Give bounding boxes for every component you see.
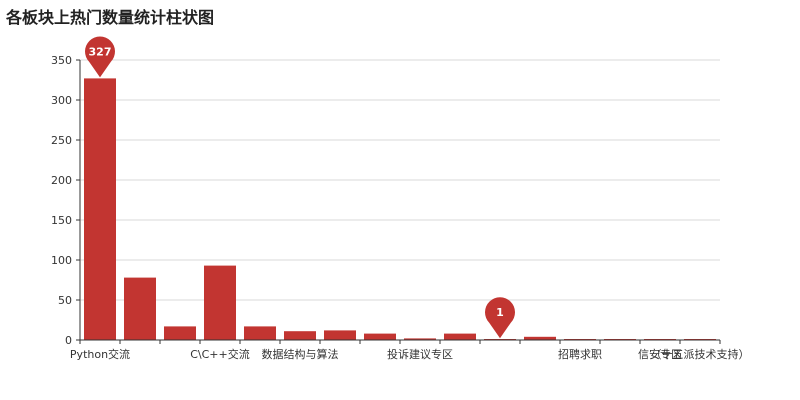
bar-layer bbox=[84, 78, 716, 341]
bar bbox=[84, 78, 116, 341]
bar bbox=[524, 336, 556, 340]
bar bbox=[324, 330, 356, 340]
y-tick-label: 250 bbox=[51, 134, 72, 147]
bar bbox=[284, 331, 316, 340]
x-tick-label: （十五派技术支持） bbox=[651, 347, 750, 361]
x-tick-label: 招聘求职 bbox=[558, 347, 602, 361]
y-tick-label: 50 bbox=[58, 294, 72, 307]
bar bbox=[164, 326, 196, 340]
bar bbox=[244, 326, 276, 340]
bar bbox=[404, 338, 436, 340]
markpoint-label: 327 bbox=[89, 45, 112, 58]
x-tick-label: 信安专区 bbox=[638, 347, 682, 361]
markpoint-pin bbox=[485, 297, 515, 339]
y-tick-label: 200 bbox=[51, 174, 72, 187]
markpoint-layer: 327 1 bbox=[85, 36, 515, 339]
grid-layer bbox=[80, 59, 720, 301]
bar bbox=[204, 265, 236, 340]
chart-title: 各板块上热门数量统计柱状图 bbox=[6, 8, 215, 27]
y-tick-label: 350 bbox=[51, 54, 72, 67]
bar bbox=[364, 333, 396, 340]
x-tick-label: 投诉建议专区 bbox=[387, 347, 453, 361]
axis-layer: 0 50 100 150 200 250 300 350 Python交流 C\C++交流 数据结构… bbox=[51, 54, 750, 361]
bar bbox=[124, 277, 156, 340]
bar bbox=[444, 333, 476, 340]
markpoint-pin bbox=[85, 36, 116, 78]
x-tick-label: C\C++交流 bbox=[190, 347, 250, 361]
markpoint-label: 1 bbox=[496, 306, 504, 319]
x-tick-label: Python交流 bbox=[70, 347, 130, 361]
y-tick-label: 300 bbox=[51, 94, 72, 107]
y-tick-label: 100 bbox=[51, 254, 72, 267]
y-tick-label: 150 bbox=[51, 214, 72, 227]
x-tick-label: 数据结构与算法 bbox=[262, 347, 339, 361]
y-tick-label: 0 bbox=[65, 334, 72, 347]
